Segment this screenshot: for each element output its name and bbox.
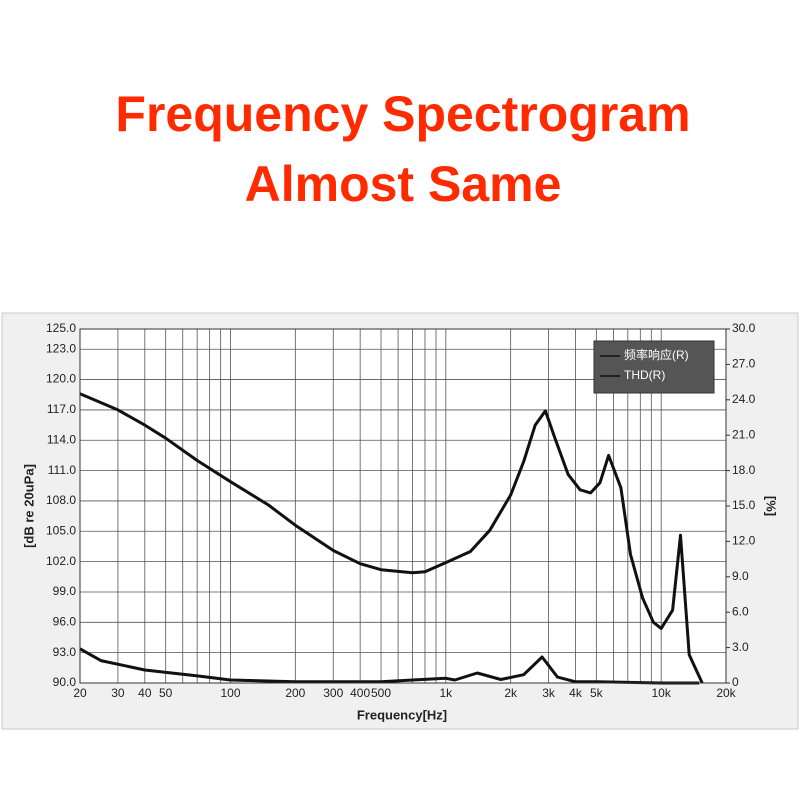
chart-title: Frequency Spectrogram bbox=[115, 86, 690, 142]
x-tick-label: 20 bbox=[73, 686, 87, 700]
y2-tick-label: 27.0 bbox=[732, 357, 756, 371]
x-tick-label: 400 bbox=[350, 686, 370, 700]
y-tick-label: 99.0 bbox=[53, 584, 77, 598]
legend-label: THD(R) bbox=[624, 368, 665, 382]
y2-tick-label: 3.0 bbox=[732, 640, 749, 654]
y2-tick-label: 0 bbox=[732, 675, 739, 689]
y-tick-label: 102.0 bbox=[46, 554, 76, 568]
x-tick-label: 100 bbox=[220, 686, 240, 700]
y2-tick-label: 18.0 bbox=[732, 463, 756, 477]
x-axis-label: Frequency[Hz] bbox=[357, 707, 447, 722]
x-tick-label: 500 bbox=[371, 686, 391, 700]
legend-label: 频率响应(R) bbox=[624, 347, 689, 362]
y-tick-label: 114.0 bbox=[47, 432, 76, 446]
x-tick-label: 2k bbox=[504, 686, 518, 700]
y-tick-label: 108.0 bbox=[46, 493, 76, 507]
x-tick-label: 300 bbox=[323, 686, 343, 700]
y-tick-label: 117.0 bbox=[47, 402, 76, 416]
y2-tick-label: 21.0 bbox=[732, 427, 756, 441]
y-tick-label: 123.0 bbox=[46, 341, 76, 355]
y2-tick-label: 24.0 bbox=[732, 392, 756, 406]
x-tick-label: 4k bbox=[569, 686, 583, 700]
y-tick-label: 90.0 bbox=[53, 675, 77, 689]
series-line bbox=[79, 392, 704, 684]
y2-tick-label: 6.0 bbox=[732, 604, 749, 618]
y2-tick-label: 15.0 bbox=[732, 498, 756, 512]
chart-subtitle: Almost Same bbox=[245, 156, 562, 212]
series-line bbox=[79, 647, 700, 685]
y-tick-label: 111.0 bbox=[48, 463, 77, 477]
x-tick-label: 200 bbox=[285, 686, 305, 700]
y-tick-label: 105.0 bbox=[46, 523, 76, 537]
y-tick-label: 93.0 bbox=[53, 645, 77, 659]
y-axis-label: [dB re 20uPa] bbox=[21, 464, 36, 548]
y-tick-label: 125.0 bbox=[46, 321, 76, 335]
y-tick-label: 120.0 bbox=[46, 372, 76, 386]
x-tick-label: 40 bbox=[138, 686, 152, 700]
y2-axis-label: [%] bbox=[764, 496, 779, 516]
x-tick-label: 10k bbox=[651, 686, 671, 700]
y2-tick-label: 12.0 bbox=[732, 534, 756, 548]
y-tick-label: 96.0 bbox=[53, 614, 77, 628]
x-tick-label: 5k bbox=[590, 686, 604, 700]
x-tick-label: 1k bbox=[440, 686, 454, 700]
legend-box bbox=[593, 340, 715, 394]
x-tick-label: 30 bbox=[111, 686, 125, 700]
x-tick-label: 50 bbox=[159, 686, 173, 700]
x-tick-label: 20k bbox=[716, 686, 736, 700]
x-tick-label: 3k bbox=[542, 686, 556, 700]
y2-tick-label: 9.0 bbox=[732, 569, 749, 583]
y2-tick-label: 30.0 bbox=[732, 321, 756, 335]
